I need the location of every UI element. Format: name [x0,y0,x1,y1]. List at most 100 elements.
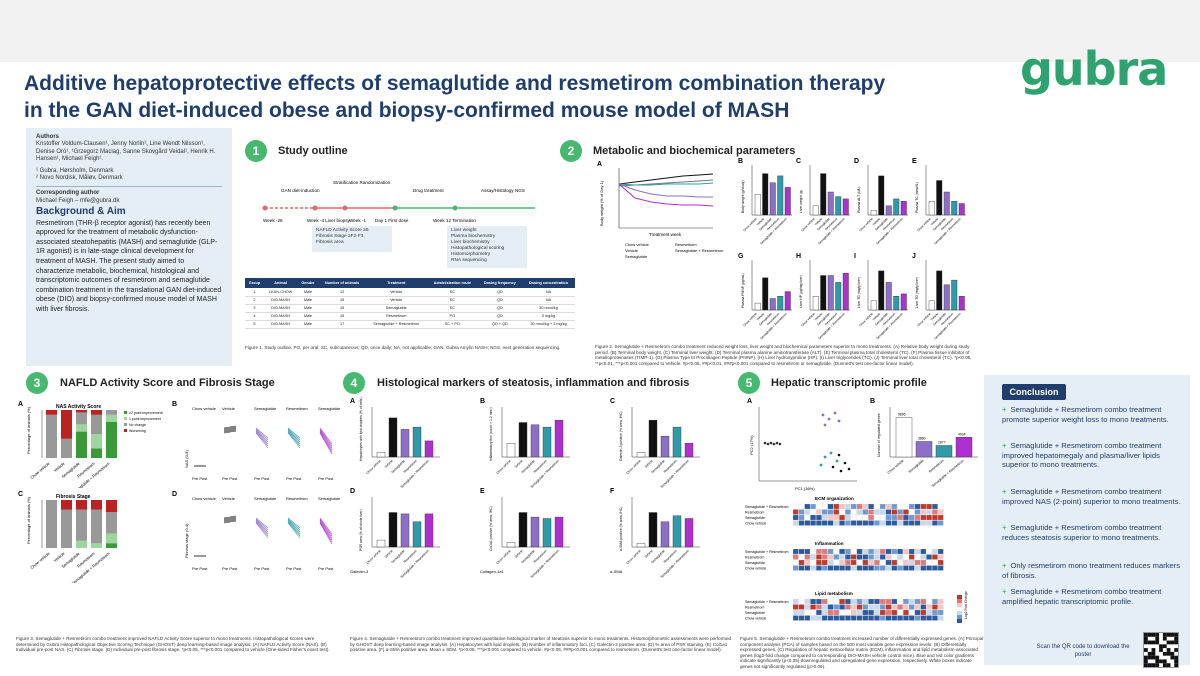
bar [784,291,791,311]
tl-w12: Week 12 Termination [433,218,476,223]
heatmap-cell [833,565,840,571]
heatmap-cell [920,598,927,605]
stacked-segment [106,422,117,458]
heatmap-cell [897,503,903,510]
heatmap-cell [937,520,944,526]
prepost-line [255,518,269,531]
heatmap-cell [914,559,921,566]
bar [672,515,682,548]
bar [958,203,965,216]
table-row: 5 DIO-MASH Male 17 Semaglutide + Resmetirom S… [245,320,575,329]
qr-code[interactable] [1143,632,1179,668]
tl-w1: Week -1 [349,218,366,223]
qr-module [1151,651,1156,656]
qr-module [1144,636,1148,641]
heatmap-cell [868,565,874,571]
line-combo [618,183,714,207]
legend-label: Worsening [129,429,146,433]
hist-ylabel: PSR area (% of whole liver) [359,509,363,551]
hist-ylabel: Col1a1 positive (% area, IHC) [489,506,493,551]
heatmap-cell [891,609,898,616]
heatmap-cell [903,548,909,555]
heatmap-cell [885,598,892,605]
panel-label: E [912,158,917,165]
heatmap-cell [879,615,886,621]
prepost-xlabel: Pre Post [318,476,334,481]
heatmap-cell [850,609,857,616]
authors-background-box: Authors Kristoffer Voldum-Clausen¹, Jenn… [26,128,232,366]
bar [943,191,950,216]
heatmap-cell [792,514,799,521]
conclusion-item: + Only resmetirom mono treatment reduces … [1002,561,1182,580]
stacked-segment [76,431,87,458]
qr-module [1162,663,1167,667]
fibrosis-prepost: D Fibrosis stage (0-4) Chow vehicle Pre Pos… [172,491,340,571]
tick-label: Vehicle [514,459,524,469]
prepost-line [255,517,269,529]
heatmap-cell [833,615,840,621]
heatmap-cell [914,554,921,560]
legend-swatch [124,417,127,420]
heatmap-cell [792,559,799,566]
heatmap-cell [908,514,915,521]
qr-module [1166,663,1171,667]
bar [835,282,842,311]
deg-value: 9896 [898,412,906,416]
stacked-segment [61,410,72,439]
pca-chow-cluster [763,441,782,446]
heatmap-cell [856,509,863,515]
tick-label: Chow vehicle [365,459,381,475]
heatmap-cell [908,559,915,566]
heatmap-cell [932,514,938,521]
heatmap-cell [816,503,822,510]
heatmap-cell [850,514,857,521]
heatmap-cell [810,598,816,605]
heatmap-cell [833,554,840,560]
heatmap-cell [920,554,927,560]
heatmap-cell [926,509,932,515]
heatmap-cell [845,514,851,521]
table-cell: Male [297,320,319,329]
bar-ylabel: Liver HP (µg/mg liver) [799,275,803,308]
stacked-segment [91,500,102,510]
heatmap-cell [932,609,938,616]
table-cell: 30 nmol/kg + 3 mg/kg [522,320,575,329]
table-cell: SC + PO [426,320,478,329]
tick-label: Vehicle [872,217,882,227]
heatmap-section-title: ECM organization [815,496,854,501]
background-text: Resmetirom (THR-β receptor agonist) has … [36,219,222,313]
hist-panel: Fα-SMA positive (% area, IHC)Chow vehicl… [610,488,700,579]
heatmap-cell [932,503,938,510]
panel-label: A [350,398,355,405]
hist-panel: B Inflammatory foci (count × 1.2 mm²)Chow… [480,398,570,489]
section-4-title: Histological markers of steatosis, infla… [377,377,690,389]
qr-module [1162,636,1167,641]
corresponding-heading: Corresponding author [36,186,222,197]
heatmap-cell [879,598,886,605]
heatmap-cell [937,559,944,566]
bar [835,196,842,216]
heatmap-cell [804,565,811,571]
panel-label: D [172,491,177,498]
deg-bar [955,437,973,458]
heatmap-cell [804,520,811,526]
heatmap-cell [885,615,892,621]
tick-label: Vehicle [644,549,654,559]
table-cell: QD [477,304,523,313]
heatmap-cell [897,604,903,610]
heatmap-cell [874,509,880,515]
heatmap-cell [885,559,892,566]
table-header-row: Group Animal Gender Number of animals Tr… [245,278,575,288]
prepost-xlabel: Pre Post [254,476,270,481]
heatmap-cell [821,503,828,510]
heatmap-cell [862,554,869,560]
heatmap-cell [804,598,811,605]
prepost-group-title: Vehicle [222,496,236,501]
prepost-xlabel: Pre Post [318,566,334,571]
study-design-table: Group Animal Gender Number of animals Tr… [245,278,575,329]
section-5-title: Hepatic transcriptomic profile [771,377,927,389]
heatmap-cell [850,598,857,605]
heatmap-cell [850,503,857,510]
